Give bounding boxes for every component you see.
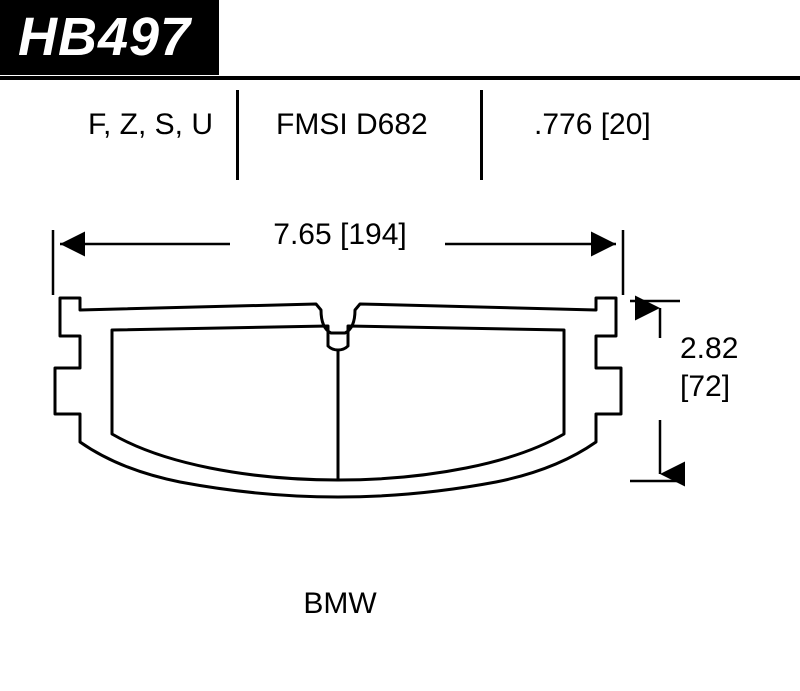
height-dimension-arrow — [630, 301, 680, 481]
width-dimension-arrow — [53, 230, 623, 295]
brake-pad-diagram — [0, 0, 800, 691]
brake-pad-outline — [55, 298, 621, 497]
